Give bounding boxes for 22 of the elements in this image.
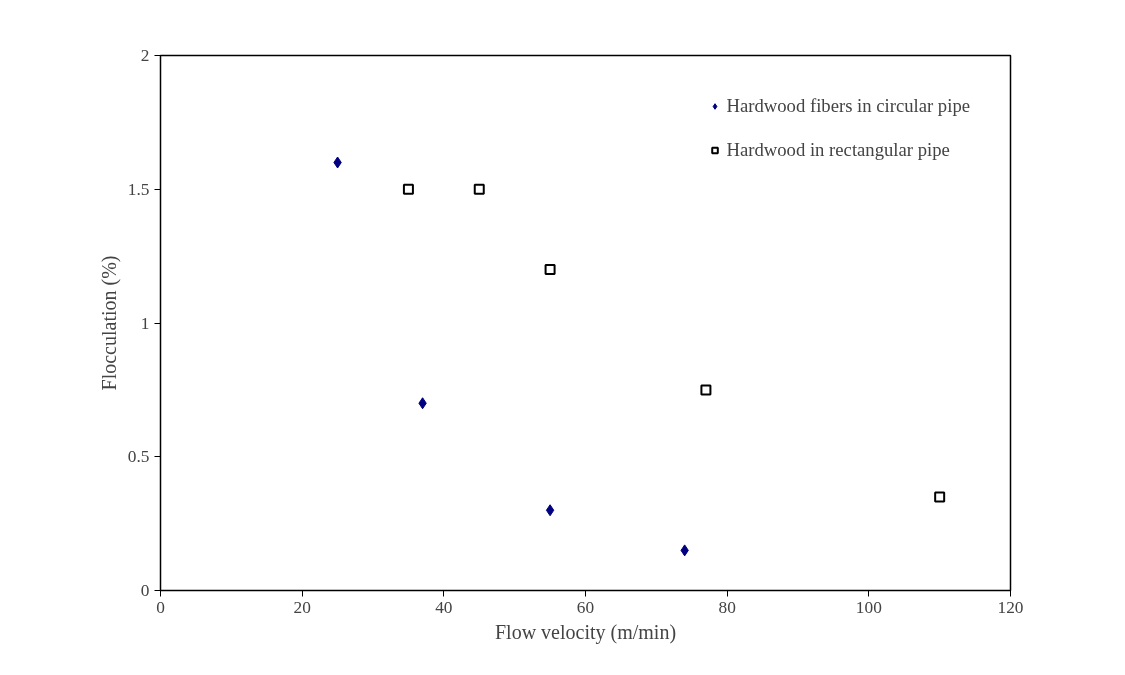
legend-label: Hardwood fibers in circular pipe bbox=[726, 95, 970, 117]
y-tick-label: 0.5 bbox=[127, 447, 150, 467]
point bbox=[700, 384, 712, 396]
y-tick-label: 2 bbox=[140, 46, 150, 65]
y-tick-label: 0 bbox=[140, 581, 150, 600]
x-axis-title: Flow velocity (m/min) bbox=[494, 620, 677, 644]
legend-label: Hardwood in rectangular pipe bbox=[726, 139, 950, 161]
y-tick-label: 1 bbox=[140, 313, 150, 333]
x-tick-label: 120 bbox=[997, 597, 1024, 617]
x-tick-label: 40 bbox=[435, 597, 453, 617]
x-tick-label: 100 bbox=[855, 597, 882, 617]
x-tick-label: 20 bbox=[293, 597, 311, 617]
x-tick-label: 0 bbox=[156, 597, 165, 617]
point bbox=[544, 264, 556, 275]
x-tick-label: 80 bbox=[718, 597, 736, 617]
y-tick-label: 1.5 bbox=[127, 179, 150, 199]
x-tick-label: 60 bbox=[576, 597, 595, 617]
y-axis-title: Flocculation (%) bbox=[97, 255, 121, 391]
point bbox=[473, 183, 485, 195]
point bbox=[934, 491, 946, 503]
point bbox=[402, 183, 414, 195]
point bbox=[545, 504, 555, 517]
